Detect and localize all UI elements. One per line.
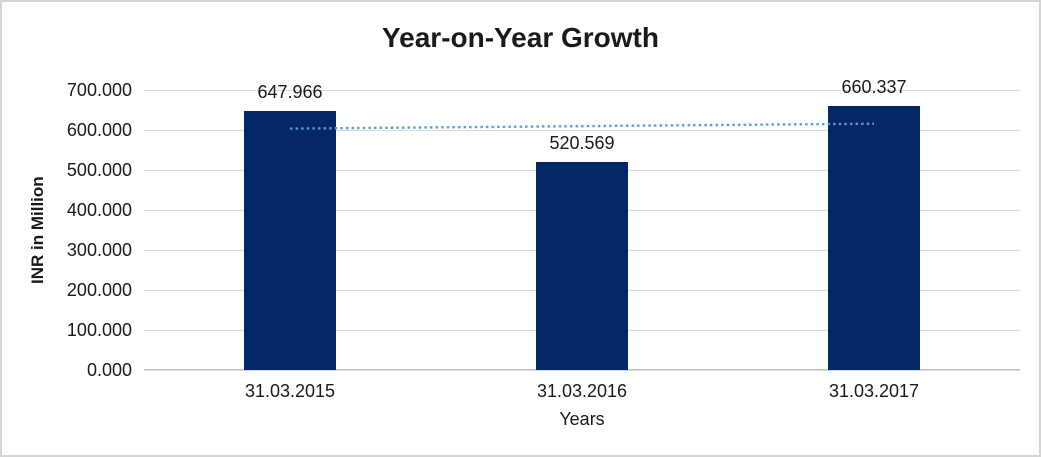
x-tick-label: 31.03.2015: [244, 381, 336, 401]
bar-31.03.2016: [536, 161, 628, 370]
data-label: 520.569: [549, 132, 615, 153]
trendline: [289, 122, 875, 130]
data-label: 660.337: [841, 76, 907, 97]
y-tick-label: 200.000: [66, 280, 132, 300]
y-tick-label: 500.000: [66, 160, 132, 180]
y-tick-label: 400.000: [66, 200, 132, 220]
data-label: 647.966: [257, 81, 323, 102]
gridline: [144, 369, 1020, 371]
plot-area: 647.966 520.569 660.337: [144, 77, 1020, 371]
y-tick-label: 0.000: [86, 360, 132, 380]
y-tick-label: 300.000: [66, 240, 132, 260]
y-tick-label: 600.000: [66, 120, 132, 140]
x-tick-label: 31.03.2016: [536, 381, 628, 401]
bar-31.03.2017: [828, 105, 920, 370]
gridline: [144, 129, 1020, 131]
x-axis-title: Years: [559, 409, 605, 429]
bar-31.03.2015: [244, 110, 336, 370]
y-tick-label: 700.000: [66, 80, 132, 100]
x-tick-label: 31.03.2017: [828, 381, 920, 401]
y-tick-label: 100.000: [66, 320, 132, 340]
gridline: [144, 89, 1020, 91]
chart-title: Year-on-Year Growth: [382, 22, 659, 53]
